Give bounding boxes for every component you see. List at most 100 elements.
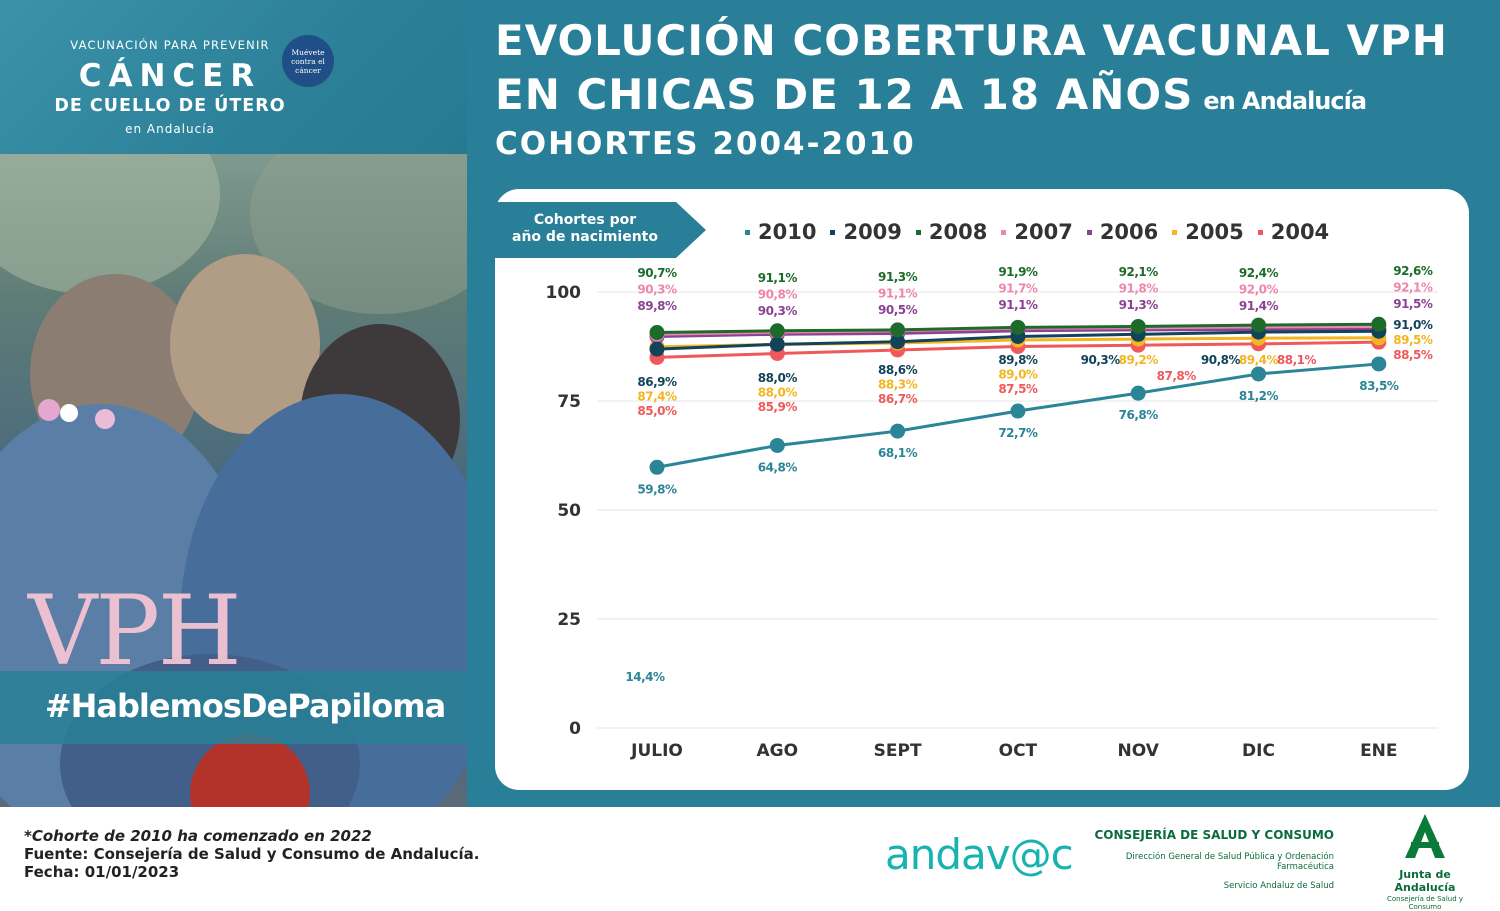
legend-marker: [830, 229, 836, 235]
chart-subtitle: COHORTES 2004-2010: [495, 126, 916, 162]
legend-item-2004: 2004: [1257, 220, 1330, 244]
data-label-2006: 91,1%: [998, 298, 1038, 312]
consejeria-block: CONSEJERÍA DE SALUD Y CONSUMO Dirección …: [1070, 828, 1334, 891]
junta-subtitle: Consejería de Salud y Consumo: [1386, 895, 1464, 911]
badge-line-2: contra el: [291, 56, 325, 66]
logo-sub-text: DE CUELLO DE ÚTERO: [54, 96, 286, 116]
x-tick-label: NOV: [1118, 741, 1160, 761]
data-point-2009: [649, 341, 665, 357]
hashtag-bar: [0, 671, 467, 744]
data-label-2004: 85,0%: [637, 404, 677, 418]
data-label-2006: 91,3%: [1119, 298, 1159, 312]
junta-emblem-icon: [1405, 814, 1445, 858]
data-label-2006: 89,8%: [637, 299, 677, 313]
chart-legend: 2010 2009 2008 2007 2006 2005 2004: [745, 220, 1329, 244]
x-tick-label: ENE: [1360, 741, 1397, 761]
data-label-2008: 91,1%: [758, 271, 798, 285]
x-tick-label: JULIO: [630, 741, 683, 761]
y-tick-label: 75: [557, 392, 581, 412]
data-label-2008: 90,7%: [637, 266, 677, 280]
consejeria-subtitle-2: Servicio Andaluz de Salud: [1223, 881, 1334, 891]
data-label-2009: 91,0%: [1393, 318, 1433, 332]
data-point-2008: [649, 325, 665, 341]
legend-marker: [1257, 229, 1263, 235]
footer-notes: *Cohorte de 2010 ha comenzado en 2022 Fu…: [24, 827, 479, 881]
andavac-logo: andav@c: [885, 830, 1074, 879]
data-label-2004: 87,8%: [1157, 369, 1197, 383]
data-label-2009: 88,6%: [878, 363, 918, 377]
annotation-label: 14,4%: [625, 670, 665, 684]
x-tick-label: SEPT: [874, 741, 922, 761]
data-label-2005: 89,4%: [1239, 353, 1279, 367]
chart-card: [495, 189, 1469, 790]
data-label-2004: 88,5%: [1393, 348, 1433, 362]
data-label-2010: 72,7%: [998, 426, 1038, 440]
legend-label: 2005: [1185, 220, 1244, 244]
data-label-2004: 85,9%: [758, 400, 798, 414]
legend-label: 2004: [1270, 220, 1330, 244]
data-label-2010: 64,8%: [758, 460, 798, 474]
data-label-2005: 87,4%: [637, 390, 677, 404]
footer-source: Fuente: Consejería de Salud y Consumo de…: [24, 845, 480, 863]
data-point-2010: [649, 459, 665, 475]
data-point-2009: [769, 336, 785, 352]
hashtag-text: #HablemosDePapiloma: [44, 687, 446, 725]
data-label-2007: 91,1%: [878, 287, 918, 301]
cohort-label-line-1: Cohortes por: [533, 212, 637, 228]
data-label-2007: 91,7%: [998, 282, 1038, 296]
y-tick-label: 0: [569, 719, 581, 739]
legend-label: 2010: [758, 220, 817, 244]
legend-marker: [1001, 229, 1007, 235]
junta-logo: Junta de Andalucía Consejería de Salud y…: [1370, 812, 1480, 911]
data-label-2007: 90,8%: [758, 288, 798, 302]
chart-title-line-2-main: EN CHICAS DE 12 A 18 AÑOS: [495, 70, 1194, 119]
footer-date: Fecha: 01/01/2023: [24, 863, 180, 881]
data-label-2008: 92,1%: [1119, 265, 1159, 279]
mueve-badge: Muévete contra el cáncer: [282, 35, 334, 87]
legend-marker: [915, 229, 921, 235]
data-point-2010: [769, 437, 785, 453]
data-point-2010: [890, 423, 906, 439]
data-label-2005: 89,0%: [998, 368, 1038, 382]
cohort-label-line-2: año de nacimiento: [512, 229, 658, 245]
consejeria-title: CONSEJERÍA DE SALUD Y CONSUMO: [1094, 828, 1334, 842]
data-label-2004: 87,5%: [998, 382, 1038, 396]
badge-line-1: Muévete: [291, 47, 325, 57]
data-point-2010: [1130, 385, 1146, 401]
data-label-2009: 90,3%: [1081, 353, 1121, 367]
data-point-2008: [1010, 319, 1026, 335]
x-tick-label: OCT: [999, 741, 1038, 761]
data-label-2007: 91,8%: [1119, 282, 1159, 296]
legend-item-2010: 2010: [745, 220, 816, 244]
data-label-2004: 88,1%: [1277, 353, 1317, 367]
legend-marker: [745, 229, 750, 235]
data-label-2007: 90,3%: [637, 283, 677, 297]
x-tick-label: AGO: [757, 741, 799, 761]
legend-item-2008: 2008: [915, 220, 987, 244]
data-point-2009: [890, 334, 906, 350]
data-label-2008: 92,6%: [1393, 264, 1433, 278]
vph-title: VPH: [28, 575, 242, 687]
legend-item-2006: 2006: [1086, 220, 1158, 244]
legend-label: 2007: [1014, 220, 1073, 244]
data-point-2008: [769, 323, 785, 339]
logo-region-text: en Andalucía: [125, 122, 215, 136]
data-point-2008: [1371, 316, 1387, 332]
consejeria-subtitle-1: Dirección General de Salud Pública y Ord…: [1125, 852, 1334, 872]
data-label-2004: 86,7%: [878, 392, 918, 406]
chart-title-line-2: EN CHICAS DE 12 A 18 AÑOS en Andalucía: [495, 70, 1367, 119]
data-point-2008: [1251, 317, 1266, 333]
data-point-2008: [890, 322, 906, 338]
cohort-label-tag: [480, 202, 706, 258]
legend-marker: [1172, 229, 1178, 235]
data-label-2007: 92,0%: [1239, 283, 1279, 297]
data-label-2010: 81,2%: [1239, 389, 1279, 403]
data-label-2007: 92,1%: [1393, 281, 1433, 295]
data-label-2006: 91,5%: [1393, 297, 1433, 311]
campaign-logo: VACUNACIÓN PARA PREVENIR CÁNCER DE CUELL…: [0, 0, 467, 154]
data-label-2010: 59,8%: [637, 482, 677, 496]
data-point-2010: [1251, 366, 1266, 382]
legend-item-2009: 2009: [830, 220, 902, 244]
data-label-2008: 92,4%: [1239, 266, 1279, 280]
logo-main-text: CÁNCER: [78, 58, 262, 94]
